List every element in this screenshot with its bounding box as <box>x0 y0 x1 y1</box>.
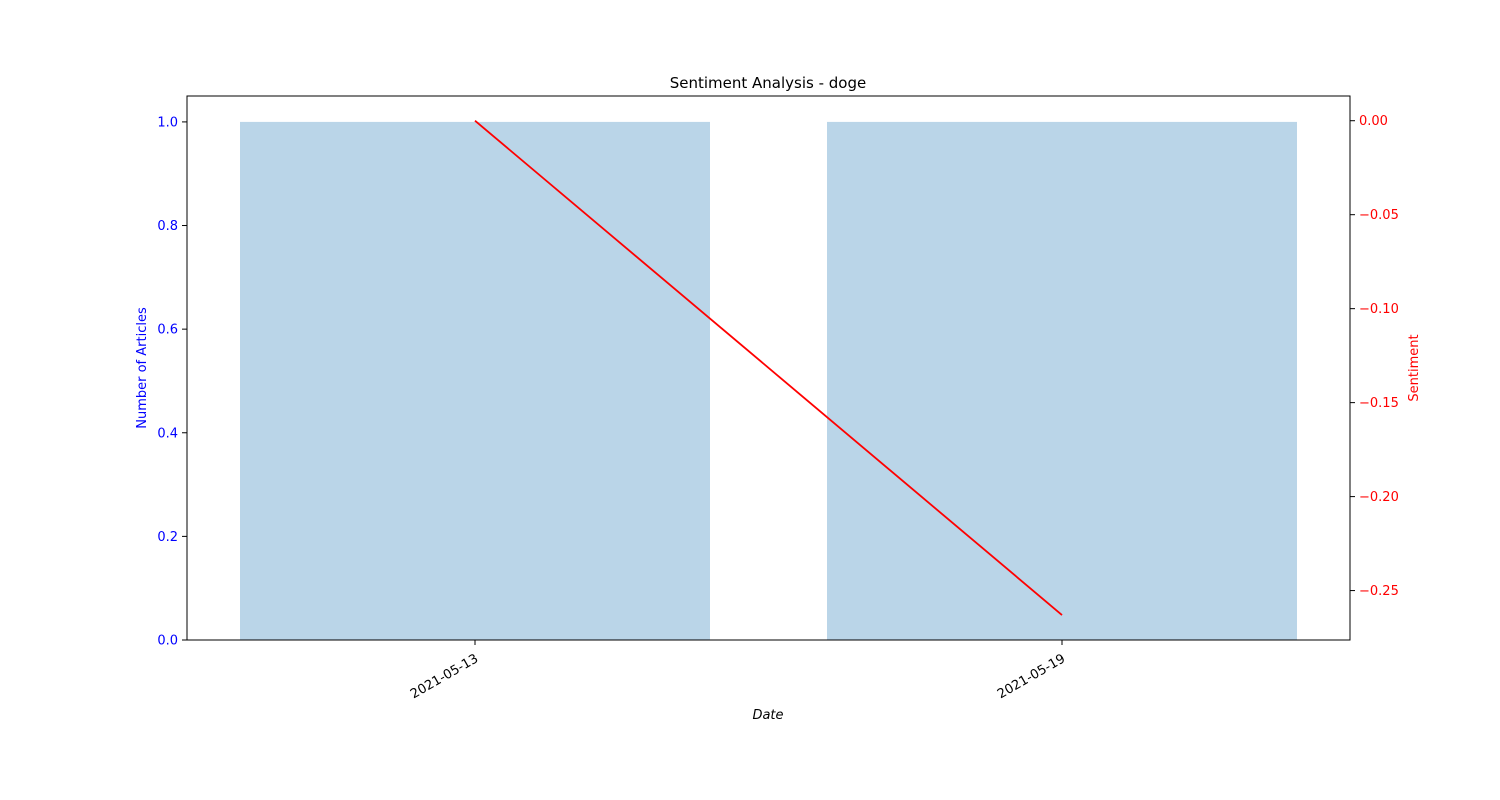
y-right-tick-label: −0.10 <box>1359 302 1399 317</box>
bar <box>240 121 710 640</box>
y-right-tick-label: −0.20 <box>1359 490 1399 505</box>
y-left-tick-label: 0.8 <box>157 219 178 234</box>
sentiment-series <box>474 120 1063 616</box>
y-left-tick-label: 0.6 <box>157 323 178 338</box>
left-axis: 0.0 0.2 0.4 0.6 0.8 1.0 <box>157 115 187 649</box>
y-right-tick-label: 0.00 <box>1359 114 1388 129</box>
y-left-tick-label: 0.0 <box>157 634 178 649</box>
y-left-axis-label: Number of Articles <box>135 307 150 429</box>
right-axis: 0.00 −0.05 −0.10 −0.15 −0.20 −0.25 <box>1350 114 1399 599</box>
y-right-tick-label: −0.25 <box>1359 584 1399 599</box>
sentiment-line <box>474 120 1063 616</box>
y-right-axis-label: Sentiment <box>1407 334 1422 401</box>
chart-title: Sentiment Analysis - doge <box>670 74 867 92</box>
y-left-tick-label: 0.2 <box>157 530 178 545</box>
x-axis-label: Date <box>752 708 783 723</box>
y-left-tick-label: 1.0 <box>157 115 178 130</box>
y-left-tick-label: 0.4 <box>157 426 178 441</box>
bar-series <box>240 121 1297 640</box>
y-right-tick-label: −0.05 <box>1359 208 1399 223</box>
y-right-tick-label: −0.15 <box>1359 396 1399 411</box>
plot-frame <box>186 95 1351 641</box>
bar <box>827 121 1297 640</box>
